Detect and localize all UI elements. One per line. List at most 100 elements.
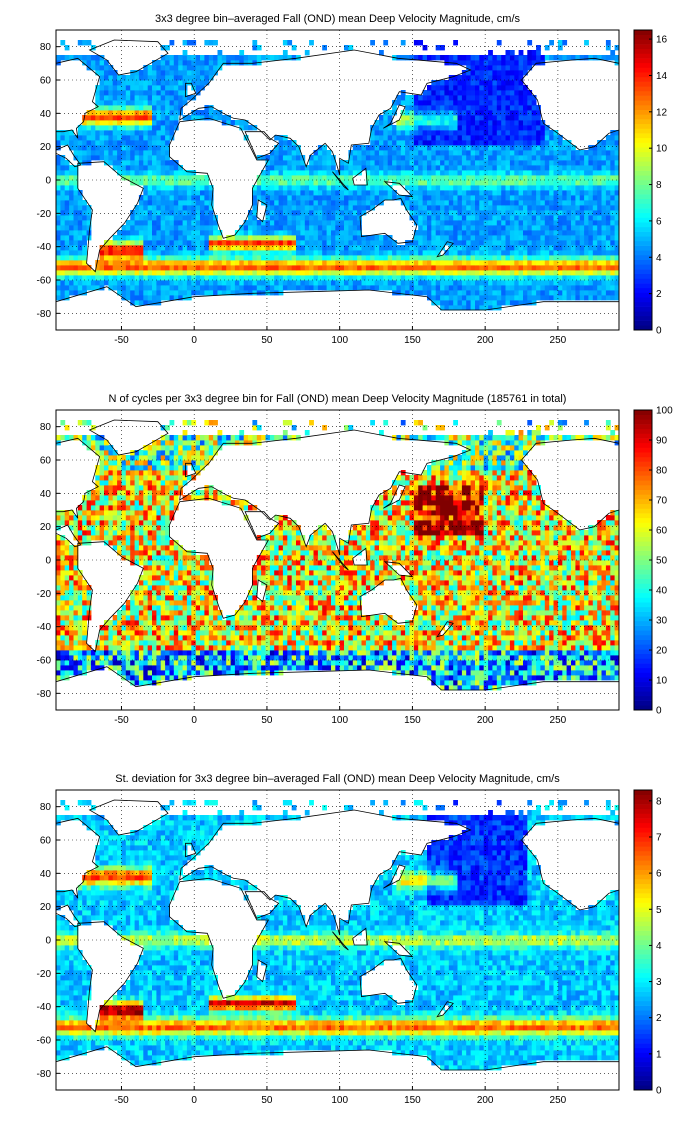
- heat-cell: [562, 280, 567, 285]
- heat-cell: [501, 205, 506, 210]
- heat-cell: [497, 120, 502, 125]
- heat-cell: [497, 90, 502, 95]
- heat-cell: [161, 250, 166, 255]
- heat-cell: [501, 155, 506, 160]
- heat-cell: [488, 275, 493, 280]
- heat-cell: [453, 305, 458, 310]
- heat-cell: [466, 220, 471, 225]
- heat-cell: [479, 200, 484, 205]
- heat-cell: [449, 260, 454, 265]
- heat-cell: [501, 80, 506, 85]
- heat-cell: [78, 240, 83, 245]
- heat-cell: [174, 230, 179, 235]
- heat-cell: [165, 125, 170, 130]
- heat-cell: [362, 285, 367, 290]
- heat-cell: [597, 140, 602, 145]
- heat-cell: [575, 175, 580, 180]
- heat-cell: [492, 65, 497, 70]
- heat-cell: [69, 270, 74, 275]
- colorbar-segment: [634, 138, 652, 143]
- heat-cell: [344, 220, 349, 225]
- heat-cell: [366, 275, 371, 280]
- heat-cell: [143, 155, 148, 160]
- heat-cell: [458, 195, 463, 200]
- heat-cell: [344, 275, 349, 280]
- heat-cell: [514, 105, 519, 110]
- heat-cell: [449, 135, 454, 140]
- heat-cell: [536, 235, 541, 240]
- heat-cell: [218, 290, 223, 295]
- heat-cell: [558, 170, 563, 175]
- heat-cell: [497, 675, 502, 680]
- heat-cell: [536, 200, 541, 205]
- heat-cell: [484, 215, 489, 220]
- heat-cell: [300, 230, 305, 235]
- heat-cell: [414, 285, 419, 290]
- heat-cell: [318, 160, 323, 165]
- colorbar-segment: [634, 232, 652, 237]
- heat-cell: [100, 75, 105, 80]
- heat-cell: [497, 200, 502, 205]
- heat-cell: [466, 140, 471, 145]
- heat-cell: [549, 215, 554, 220]
- heat-cell: [348, 210, 353, 215]
- heat-cell: [56, 170, 61, 175]
- heat-cell: [532, 155, 537, 160]
- heat-cell: [427, 195, 432, 200]
- heat-cell: [130, 665, 135, 670]
- heat-cell: [152, 130, 157, 135]
- heat-cell: [414, 125, 419, 130]
- heat-cell: [375, 250, 380, 255]
- heat-cell: [56, 55, 61, 60]
- heat-cell: [56, 295, 61, 300]
- heat-cell: [396, 270, 401, 275]
- heat-cell: [497, 170, 502, 175]
- heat-cell: [139, 95, 144, 100]
- heat-cell: [458, 280, 463, 285]
- heat-cell: [174, 65, 179, 70]
- heat-cell: [375, 665, 380, 670]
- heat-cell: [204, 270, 209, 275]
- heat-cell: [575, 185, 580, 190]
- heat-cell: [383, 245, 388, 250]
- heat-cell: [488, 180, 493, 185]
- heat-cell: [357, 285, 362, 290]
- heat-cell: [584, 295, 589, 300]
- heat-cell: [532, 275, 537, 280]
- heat-cell: [492, 240, 497, 245]
- heat-cell: [458, 275, 463, 280]
- heat-cell: [584, 155, 589, 160]
- heat-cell: [279, 210, 284, 215]
- x-tick-label: 100: [331, 335, 348, 346]
- heat-cell: [322, 280, 327, 285]
- heat-cell: [414, 240, 419, 245]
- heat-cell: [257, 260, 262, 265]
- heat-cell: [366, 285, 371, 290]
- heat-cell: [593, 150, 598, 155]
- heat-cell: [292, 265, 297, 270]
- heat-cell: [331, 165, 336, 170]
- heat-cell: [501, 285, 506, 290]
- heat-cell: [444, 300, 449, 305]
- heat-cell: [152, 235, 157, 240]
- heat-cell: [514, 210, 519, 215]
- heat-cell: [366, 150, 371, 155]
- heat-cell: [602, 675, 607, 680]
- heat-cell: [331, 665, 336, 670]
- heat-cell: [466, 105, 471, 110]
- heat-cell: [287, 160, 292, 165]
- heat-cell: [283, 40, 288, 45]
- heat-cell: [183, 95, 188, 100]
- heat-cell: [405, 155, 410, 160]
- heat-cell: [314, 250, 319, 255]
- heat-cell: [314, 255, 319, 260]
- heat-cell: [161, 165, 166, 170]
- heat-cell: [405, 245, 410, 250]
- heat-cell: [161, 200, 166, 205]
- heat-cell: [479, 240, 484, 245]
- heat-cell: [510, 270, 515, 275]
- heat-cell: [274, 180, 279, 185]
- heat-cell: [331, 220, 336, 225]
- heat-cell: [322, 225, 327, 230]
- heat-cell: [479, 165, 484, 170]
